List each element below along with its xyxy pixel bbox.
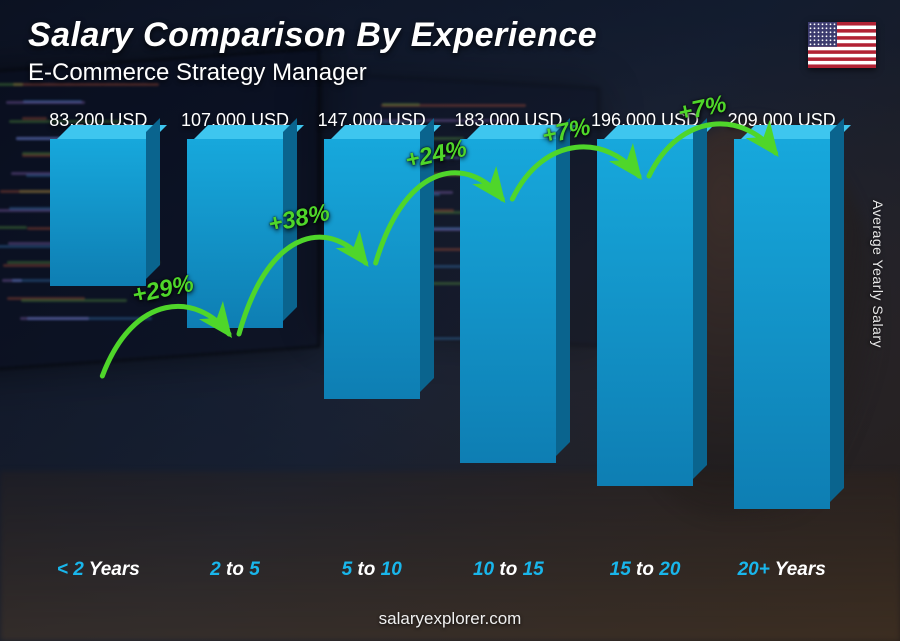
bar (324, 139, 420, 399)
bar-column: 209,000 USD (713, 110, 850, 553)
bars-container: 83,200 USD107,000 USD147,000 USD183,000 … (30, 110, 850, 553)
bar (597, 139, 693, 486)
bar-column: 107,000 USD (167, 110, 304, 553)
x-axis-label: < 2 Years (30, 559, 167, 581)
us-flag-icon (808, 22, 876, 68)
x-axis-label: 20+ Years (713, 559, 850, 581)
bar (50, 139, 146, 286)
bar-chart: 83,200 USD107,000 USD147,000 USD183,000 … (30, 110, 850, 577)
infographic-stage: Salary Comparison By Experience E-Commer… (0, 0, 900, 641)
header: Salary Comparison By Experience E-Commer… (28, 16, 780, 87)
bar (460, 139, 556, 463)
x-axis-label: 2 to 5 (167, 559, 304, 581)
x-axis-labels: < 2 Years2 to 55 to 1010 to 1515 to 2020… (30, 559, 850, 581)
bar (734, 139, 830, 509)
bar-column: 183,000 USD (440, 110, 577, 553)
y-axis-label: Average Yearly Salary (870, 200, 886, 348)
bar-column: 83,200 USD (30, 110, 167, 553)
x-axis-label: 5 to 10 (303, 559, 440, 581)
x-axis-label: 10 to 15 (440, 559, 577, 581)
bar-column: 147,000 USD (303, 110, 440, 553)
bar (187, 139, 283, 328)
chart-title: Salary Comparison By Experience (28, 16, 780, 55)
footer-attribution: salaryexplorer.com (0, 609, 900, 629)
bar-column: 196,000 USD (577, 110, 714, 553)
x-axis-label: 15 to 20 (577, 559, 714, 581)
chart-subtitle: E-Commerce Strategy Manager (28, 59, 780, 87)
